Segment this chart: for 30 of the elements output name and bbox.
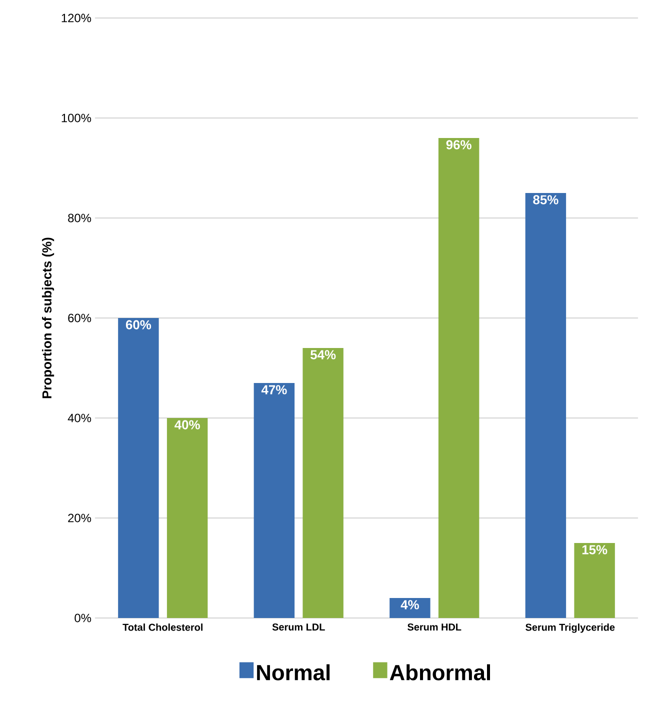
data-label: 40% [174, 420, 200, 430]
legend-label: Normal [257, 664, 330, 680]
data-label: 85% [533, 195, 558, 204]
y-tick-label: 20% [68, 514, 92, 522]
y-tick-label: 0% [74, 614, 92, 622]
bar [525, 192, 566, 618]
y-tick-label: 60% [68, 314, 92, 322]
legend-label: Abnormal [390, 664, 490, 680]
y-tick-label: 80% [68, 214, 92, 222]
bar [166, 418, 208, 618]
y-tick-label: 120% [62, 14, 92, 22]
data-label: 60% [126, 320, 152, 330]
bar [302, 348, 344, 618]
data-label: 4% [400, 600, 419, 610]
bar [390, 598, 430, 618]
y-axis-title: Proportion of subjects (%) [42, 238, 54, 398]
bar [118, 318, 159, 618]
y-tick-label: 40% [68, 414, 92, 422]
data-label: 47% [261, 385, 287, 394]
x-tick-label: Serum Triglyceride [526, 624, 615, 633]
x-tick-label: Serum HDL [408, 624, 462, 631]
bar [574, 543, 615, 618]
y-tick-label: 100% [62, 114, 92, 122]
x-tick-label: Total Cholesterol [122, 624, 202, 631]
data-label: 96% [446, 140, 472, 150]
x-tick-label: Serum LDL [272, 624, 325, 631]
bar [438, 138, 480, 618]
bar [254, 382, 295, 618]
data-label: 54% [310, 350, 336, 360]
data-label: 15% [582, 545, 608, 554]
